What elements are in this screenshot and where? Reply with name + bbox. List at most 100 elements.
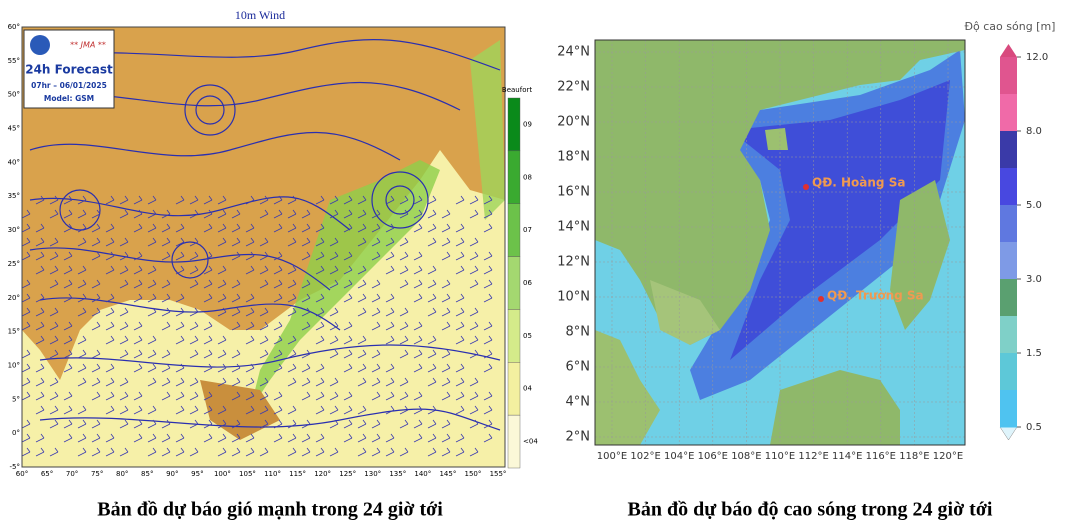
wind-barb bbox=[469, 237, 479, 247]
wind-barb bbox=[231, 237, 241, 247]
wind-barb bbox=[427, 293, 437, 303]
legend-swatch bbox=[1000, 131, 1017, 169]
wind-barb bbox=[245, 405, 255, 415]
wind-barb bbox=[371, 447, 381, 457]
wind-barb bbox=[105, 377, 115, 387]
wind-barb bbox=[287, 265, 297, 275]
wind-barb bbox=[175, 237, 185, 247]
wind-barb bbox=[455, 377, 465, 387]
wind-barb bbox=[455, 223, 465, 233]
wind-barb bbox=[203, 349, 213, 359]
beaufort-legend: 09 08 07 06 05 04 <04 bbox=[507, 97, 538, 469]
wind-barb bbox=[399, 209, 409, 219]
wind-barb bbox=[441, 279, 451, 289]
wind-barb bbox=[161, 391, 171, 401]
wind-barb bbox=[105, 335, 115, 345]
lon-label: 75° bbox=[91, 470, 103, 478]
wind-barb bbox=[91, 223, 101, 233]
wind-barb bbox=[105, 391, 115, 401]
wind-barb bbox=[49, 251, 59, 261]
wind-barb bbox=[287, 405, 297, 415]
wind-barb bbox=[147, 195, 157, 205]
wind-barb bbox=[245, 335, 255, 345]
wind-barb bbox=[231, 377, 241, 387]
wind-barb bbox=[385, 321, 395, 331]
lon-label: 100° bbox=[214, 470, 231, 478]
wind-barb bbox=[469, 377, 479, 387]
legend-label: 8.0 bbox=[1026, 126, 1042, 137]
wind-barb bbox=[147, 377, 157, 387]
wind-barb bbox=[315, 335, 325, 345]
wind-barb bbox=[315, 265, 325, 275]
wind-barb bbox=[63, 223, 73, 233]
wind-barb bbox=[189, 209, 199, 219]
strong-wind-area bbox=[250, 160, 440, 410]
wind-barb bbox=[231, 447, 241, 457]
wind-barb bbox=[343, 405, 353, 415]
legend-swatch bbox=[507, 414, 521, 469]
wind-barb bbox=[133, 391, 143, 401]
wind-barb bbox=[147, 447, 157, 457]
wind-barb bbox=[105, 363, 115, 373]
wind-barb bbox=[91, 321, 101, 331]
wind-barb bbox=[21, 251, 31, 261]
wind-barb bbox=[245, 293, 255, 303]
wind-barb bbox=[343, 279, 353, 289]
wind-barb bbox=[63, 293, 73, 303]
wind-barb bbox=[385, 237, 395, 247]
wind-barb bbox=[273, 391, 283, 401]
wind-barb bbox=[77, 419, 87, 429]
wind-barb bbox=[77, 349, 87, 359]
wind-barb bbox=[217, 363, 227, 373]
lon-label: 102°E bbox=[630, 451, 660, 462]
wind-barb bbox=[329, 377, 339, 387]
wind-barb bbox=[91, 433, 101, 443]
wind-barb bbox=[217, 293, 227, 303]
wind-barb bbox=[329, 349, 339, 359]
wind-barb bbox=[357, 307, 367, 317]
wind-barb bbox=[385, 363, 395, 373]
wind-barb bbox=[371, 321, 381, 331]
lon-label: 135° bbox=[389, 470, 406, 478]
wind-barb bbox=[231, 349, 241, 359]
wind-barb bbox=[91, 391, 101, 401]
wind-barb bbox=[371, 419, 381, 429]
wind-barb bbox=[413, 363, 423, 373]
legend-label: 09 bbox=[523, 120, 532, 128]
wind-barb bbox=[133, 293, 143, 303]
wind-barb bbox=[441, 391, 451, 401]
wind-barb bbox=[469, 195, 479, 205]
wind-barb bbox=[119, 237, 129, 247]
wind-barb bbox=[287, 307, 297, 317]
wind-barb bbox=[259, 279, 269, 289]
wind-barb bbox=[63, 321, 73, 331]
wind-barb bbox=[315, 321, 325, 331]
legend-cap bbox=[999, 426, 1018, 441]
wind-barb bbox=[385, 223, 395, 233]
wind-barb bbox=[259, 209, 269, 219]
wind-barb bbox=[259, 349, 269, 359]
wind-barb bbox=[329, 307, 339, 317]
wind-barb bbox=[203, 279, 213, 289]
jma-logo bbox=[30, 35, 50, 55]
wind-barb bbox=[399, 237, 409, 247]
wind-barb bbox=[287, 195, 297, 205]
land bbox=[595, 330, 660, 445]
wind-barb bbox=[287, 335, 297, 345]
wind-barb bbox=[441, 349, 451, 359]
wind-barb bbox=[343, 223, 353, 233]
wind-barb bbox=[21, 433, 31, 443]
wind-barb bbox=[231, 209, 241, 219]
legend-swatch bbox=[507, 97, 521, 152]
wind-barb bbox=[63, 363, 73, 373]
wind-barb bbox=[329, 321, 339, 331]
wind-barb bbox=[147, 405, 157, 415]
wind-barb bbox=[105, 237, 115, 247]
legend-label: 0.5 bbox=[1026, 422, 1042, 433]
wind-barb bbox=[385, 447, 395, 457]
wind-barb bbox=[245, 363, 255, 373]
wind-barb bbox=[371, 363, 381, 373]
wind-barb bbox=[161, 237, 171, 247]
lat-label: 25° bbox=[8, 260, 20, 268]
wave-legend: 12.0 8.0 5.0 3.0 1.5 0.5 bbox=[999, 44, 1048, 441]
